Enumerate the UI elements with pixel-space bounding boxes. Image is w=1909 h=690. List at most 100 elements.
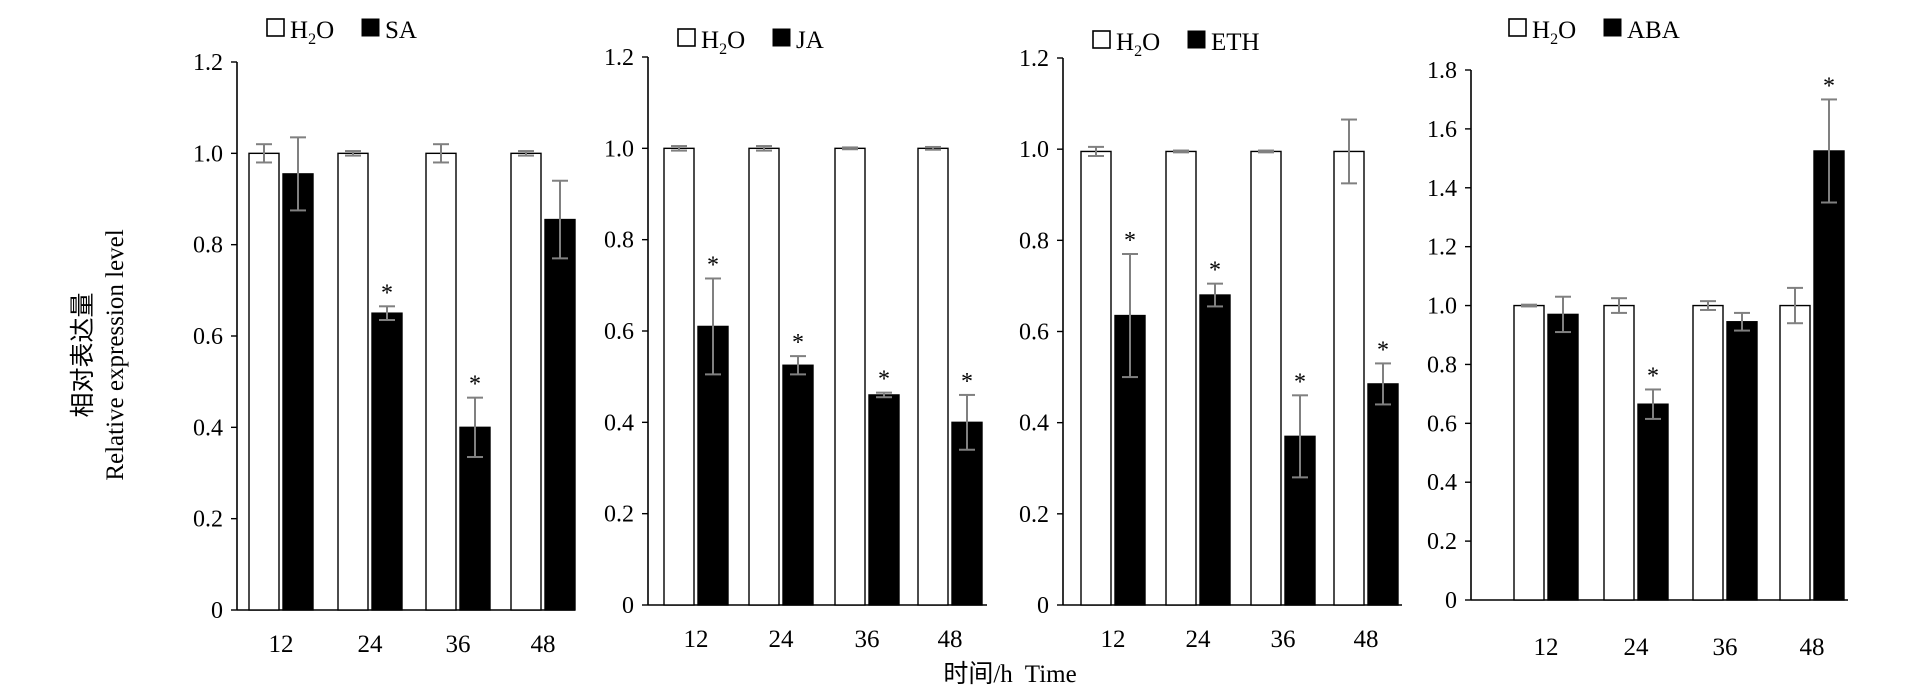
bar-treatment — [282, 173, 314, 611]
legend: H2O ETH — [1092, 29, 1260, 60]
legend-label-treatment: ABA — [1627, 17, 1680, 44]
y-tick-label: 0.6 — [1019, 320, 1049, 346]
bar-control — [248, 152, 280, 611]
y-tick-label: 0 — [622, 593, 634, 619]
error-bar — [1645, 388, 1661, 420]
error-bar — [876, 391, 892, 399]
x-tick-label: 24 — [358, 631, 384, 658]
bar-control — [1513, 304, 1545, 601]
x-tick-label: 24 — [1624, 634, 1650, 661]
y-tick-label: 0.2 — [604, 502, 634, 528]
bar-control — [748, 147, 780, 606]
y-tick-label: 0.2 — [193, 507, 223, 533]
error-bar — [959, 393, 975, 451]
y-tick-label: 0.2 — [1019, 502, 1049, 528]
y-tick-label: 1.2 — [193, 50, 223, 76]
x-tick-label: 36 — [446, 631, 471, 658]
y-tick-label: 1.0 — [1427, 294, 1457, 320]
significance-marker: * — [1377, 337, 1389, 363]
legend-label-control: H2O — [1532, 17, 1576, 48]
significance-marker: * — [707, 252, 719, 278]
legend-swatch-control — [266, 18, 285, 37]
legend-label-treatment: JA — [796, 27, 824, 54]
legend-swatch-control — [677, 28, 696, 47]
x-tick-label: 36 — [1271, 626, 1296, 653]
error-bar — [671, 145, 687, 152]
panel-2: 0 0.2 0.4 0.6 0.8 1.0 1.2 * 12 * 24 * 36 * 48 H2O JA — [604, 27, 987, 653]
legend-swatch-treatment — [1603, 18, 1622, 37]
y-tick-label: 0.8 — [193, 233, 223, 259]
x-tick-label: 12 — [1101, 626, 1126, 653]
significance-marker: * — [878, 367, 890, 393]
y-tick-label: 1.0 — [193, 141, 223, 167]
bar-treatment — [371, 312, 403, 611]
legend-label-control: H2O — [290, 17, 334, 48]
bar-control — [1165, 150, 1197, 606]
y-tick-label: 0.4 — [604, 410, 634, 436]
error-bar — [433, 143, 449, 164]
y-tick-label: 0.6 — [1427, 411, 1457, 437]
legend: H2O JA — [677, 27, 824, 58]
bar-treatment — [1547, 313, 1579, 601]
y-tick-label: 0.2 — [1427, 529, 1457, 555]
error-bar — [925, 145, 941, 151]
legend-label-control: H2O — [701, 27, 745, 58]
error-bar — [1734, 311, 1750, 332]
bar-treatment — [951, 421, 983, 606]
legend-swatch-control — [1508, 18, 1527, 37]
x-tick-label: 36 — [855, 626, 880, 653]
bar-control — [337, 152, 369, 611]
legend-swatch-control — [1092, 30, 1111, 49]
error-bar — [1088, 145, 1104, 158]
y-tick-label: 0 — [1037, 593, 1049, 619]
error-bar — [345, 150, 361, 157]
error-bar — [379, 305, 395, 322]
significance-marker: * — [469, 372, 481, 398]
error-bar — [756, 145, 772, 152]
bar-treatment — [1637, 403, 1669, 601]
error-bar — [1611, 297, 1627, 314]
x-tick-label: 24 — [1186, 626, 1212, 653]
bar-treatment — [1813, 150, 1845, 601]
error-bar — [705, 277, 721, 376]
error-bar — [1700, 300, 1716, 311]
y-tick-label: 1.6 — [1427, 117, 1457, 143]
bar-control — [1779, 304, 1811, 601]
x-tick-label: 48 — [1800, 634, 1825, 661]
y-axis-label-en: Relative expression level — [102, 229, 129, 480]
significance-marker: * — [381, 280, 393, 306]
y-tick-label: 0.8 — [1427, 352, 1457, 378]
y-tick-label: 1.4 — [1427, 176, 1457, 202]
error-bar — [842, 146, 858, 151]
panel-1: 0 0.2 0.4 0.6 0.8 1.0 1.2 12 * 24 * 36 48 H2O SA — [193, 17, 576, 658]
y-tick-label: 0.6 — [193, 324, 223, 350]
error-bar — [1821, 98, 1837, 204]
x-tick-label: 24 — [769, 626, 795, 653]
legend-label-treatment: SA — [385, 17, 417, 44]
significance-marker: * — [1647, 363, 1659, 389]
bar-control — [1603, 304, 1635, 601]
x-axis-label: 时间/h Time — [943, 660, 1076, 688]
y-tick-label: 0.4 — [1019, 411, 1049, 437]
bar-control — [1080, 150, 1112, 606]
error-bar — [256, 143, 272, 164]
y-tick-label: 1.0 — [1019, 137, 1049, 163]
bar-control — [1250, 150, 1282, 606]
legend: H2O ABA — [1508, 17, 1680, 48]
significance-marker: * — [792, 330, 804, 356]
error-bar — [518, 150, 534, 157]
error-bar — [1555, 295, 1571, 334]
y-tick-label: 1.0 — [604, 136, 634, 162]
x-tick-label: 12 — [684, 626, 709, 653]
y-tick-label: 0.6 — [604, 319, 634, 345]
y-tick-label: 1.8 — [1427, 58, 1457, 84]
legend-swatch-treatment — [1187, 30, 1206, 49]
panel-3: 0 0.2 0.4 0.6 0.8 1.0 1.2 * 12 * 24 * 36 * 48 H2O ETH — [1019, 29, 1402, 653]
y-tick-label: 0.4 — [1427, 470, 1457, 496]
legend-label-control: H2O — [1116, 29, 1160, 60]
error-bar — [1292, 394, 1308, 479]
significance-marker: * — [1124, 228, 1136, 254]
bar-control — [663, 147, 695, 606]
y-tick-label: 0 — [211, 598, 223, 624]
